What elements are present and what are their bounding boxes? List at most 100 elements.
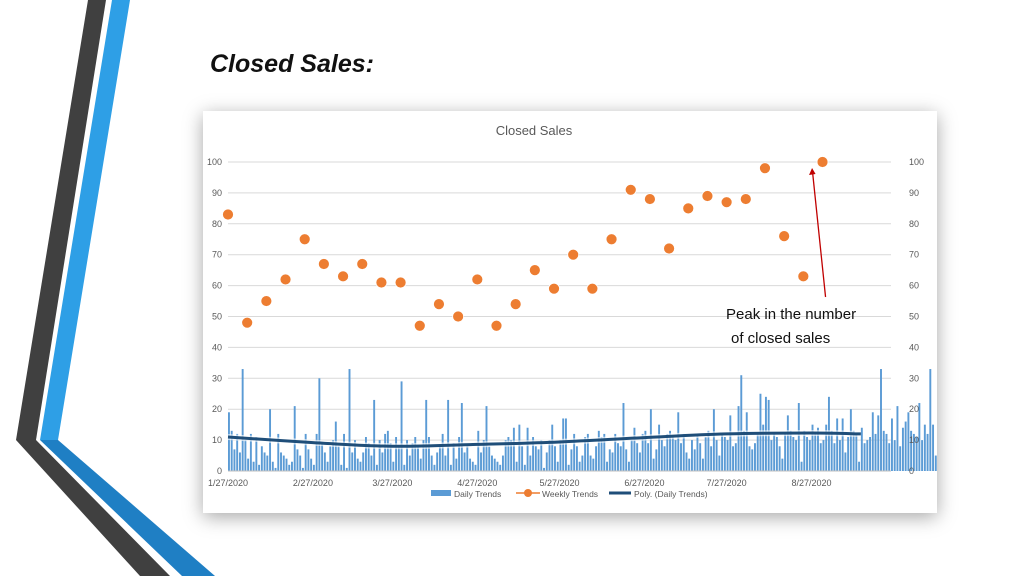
daily-bar: [463, 452, 466, 471]
weekly-marker: [279, 273, 292, 286]
daily-bar: [817, 427, 819, 471]
y-tick-label-right: 0: [909, 466, 914, 476]
daily-bar: [674, 440, 677, 471]
peak-annotation: Peak in the number of closed sales: [726, 168, 856, 347]
x-tick-label: 6/27/2020: [624, 478, 664, 488]
daily-bar: [518, 424, 521, 471]
weekly-marker: [567, 248, 580, 261]
daily-bar: [784, 433, 787, 471]
daily-bar: [332, 440, 335, 471]
weekly-marker: [739, 193, 752, 205]
daily-bar: [712, 409, 715, 471]
daily-bar: [737, 406, 740, 471]
daily-bar: [877, 415, 880, 471]
weekly-marker: [298, 233, 311, 246]
daily-bar: [230, 430, 233, 471]
daily-bar: [691, 440, 693, 471]
daily-bar: [296, 449, 299, 471]
daily-bar: [345, 467, 348, 471]
daily-bar: [310, 458, 313, 471]
daily-bar: [819, 443, 822, 471]
daily-bar: [863, 443, 866, 471]
daily-bar: [504, 440, 507, 471]
daily-bar: [880, 369, 882, 471]
daily-bar: [329, 446, 332, 471]
daily-bar: [400, 381, 403, 471]
daily-bar: [754, 443, 756, 471]
daily-bar: [636, 443, 639, 471]
daily-bar: [647, 443, 650, 471]
weekly-marker: [644, 193, 656, 205]
daily-bar: [699, 443, 702, 471]
daily-bar: [907, 412, 910, 471]
legend-label-weekly: Weekly Trends: [542, 489, 598, 499]
daily-bar: [543, 467, 545, 471]
closed-sales-chart: Closed Sales 0 10 20 30 40 50 60 70 80 90 100 0 10 2…: [207, 123, 937, 499]
daily-bar: [627, 461, 630, 471]
daily-bar: [915, 437, 918, 471]
daily-bar: [247, 458, 250, 471]
legend-swatch-weekly-marker: [524, 489, 532, 497]
daily-bar: [910, 430, 913, 471]
daily-bar: [466, 446, 469, 471]
daily-bar: [882, 430, 885, 471]
daily-bar: [469, 458, 472, 471]
daily-bar: [789, 430, 792, 471]
weekly-marker: [452, 310, 465, 323]
daily-bar: [707, 430, 710, 471]
daily-bar: [682, 433, 685, 471]
daily-bar: [888, 443, 891, 471]
daily-bar: [373, 399, 376, 471]
weekly-marker: [413, 319, 426, 332]
x-tick-label: 7/27/2020: [707, 478, 747, 488]
daily-bar: [455, 458, 458, 471]
daily-bar: [406, 440, 408, 471]
weekly-marker: [490, 319, 503, 332]
daily-bar: [277, 433, 280, 471]
daily-bar: [564, 418, 567, 471]
daily-bar: [414, 437, 417, 471]
daily-bar: [912, 433, 915, 471]
daily-bar: [419, 458, 422, 471]
daily-bar: [477, 430, 480, 471]
daily-bar: [427, 437, 430, 471]
daily-bar: [619, 446, 622, 471]
daily-bar: [671, 437, 674, 471]
y-tick-label-right: 10: [909, 435, 919, 445]
annotation-line-2: of closed sales: [731, 330, 830, 347]
left-stripe-blue: [40, 0, 130, 440]
daily-bar: [570, 449, 573, 471]
weekly-marker: [222, 208, 234, 221]
daily-bar: [726, 440, 729, 471]
daily-bar: [521, 446, 524, 471]
daily-bar: [507, 437, 510, 471]
daily-bar: [723, 437, 726, 471]
weekly-marker: [528, 264, 541, 277]
y-tick-label-left: 80: [212, 219, 222, 229]
annotation-arrow-line: [811, 171, 827, 298]
weekly-marker: [605, 233, 618, 246]
daily-bar: [233, 449, 236, 471]
daily-bar: [238, 452, 241, 471]
annotation-line-1: Peak in the number: [726, 306, 856, 323]
daily-bar: [652, 458, 655, 471]
chart-card: Closed Sales 0 10 20 30 40 50 60 70 80 90 100 0 10 2…: [203, 111, 937, 513]
daily-bar: [904, 421, 907, 471]
daily-bar: [680, 443, 682, 471]
daily-bar: [625, 449, 628, 471]
weekly-marker: [260, 295, 273, 307]
daily-bar: [449, 464, 452, 471]
x-tick-label: 5/27/2020: [539, 478, 579, 488]
daily-bar: [847, 437, 850, 471]
daily-bar: [578, 461, 581, 471]
daily-bar: [386, 430, 389, 471]
daily-bar: [795, 440, 798, 471]
daily-bar: [375, 464, 378, 471]
daily-bar: [606, 461, 608, 471]
daily-bar: [838, 440, 841, 471]
daily-bar: [447, 399, 450, 471]
daily-bar: [858, 461, 861, 471]
daily-bar: [567, 464, 570, 471]
daily-bar: [460, 403, 463, 471]
daily-bar: [370, 455, 373, 471]
